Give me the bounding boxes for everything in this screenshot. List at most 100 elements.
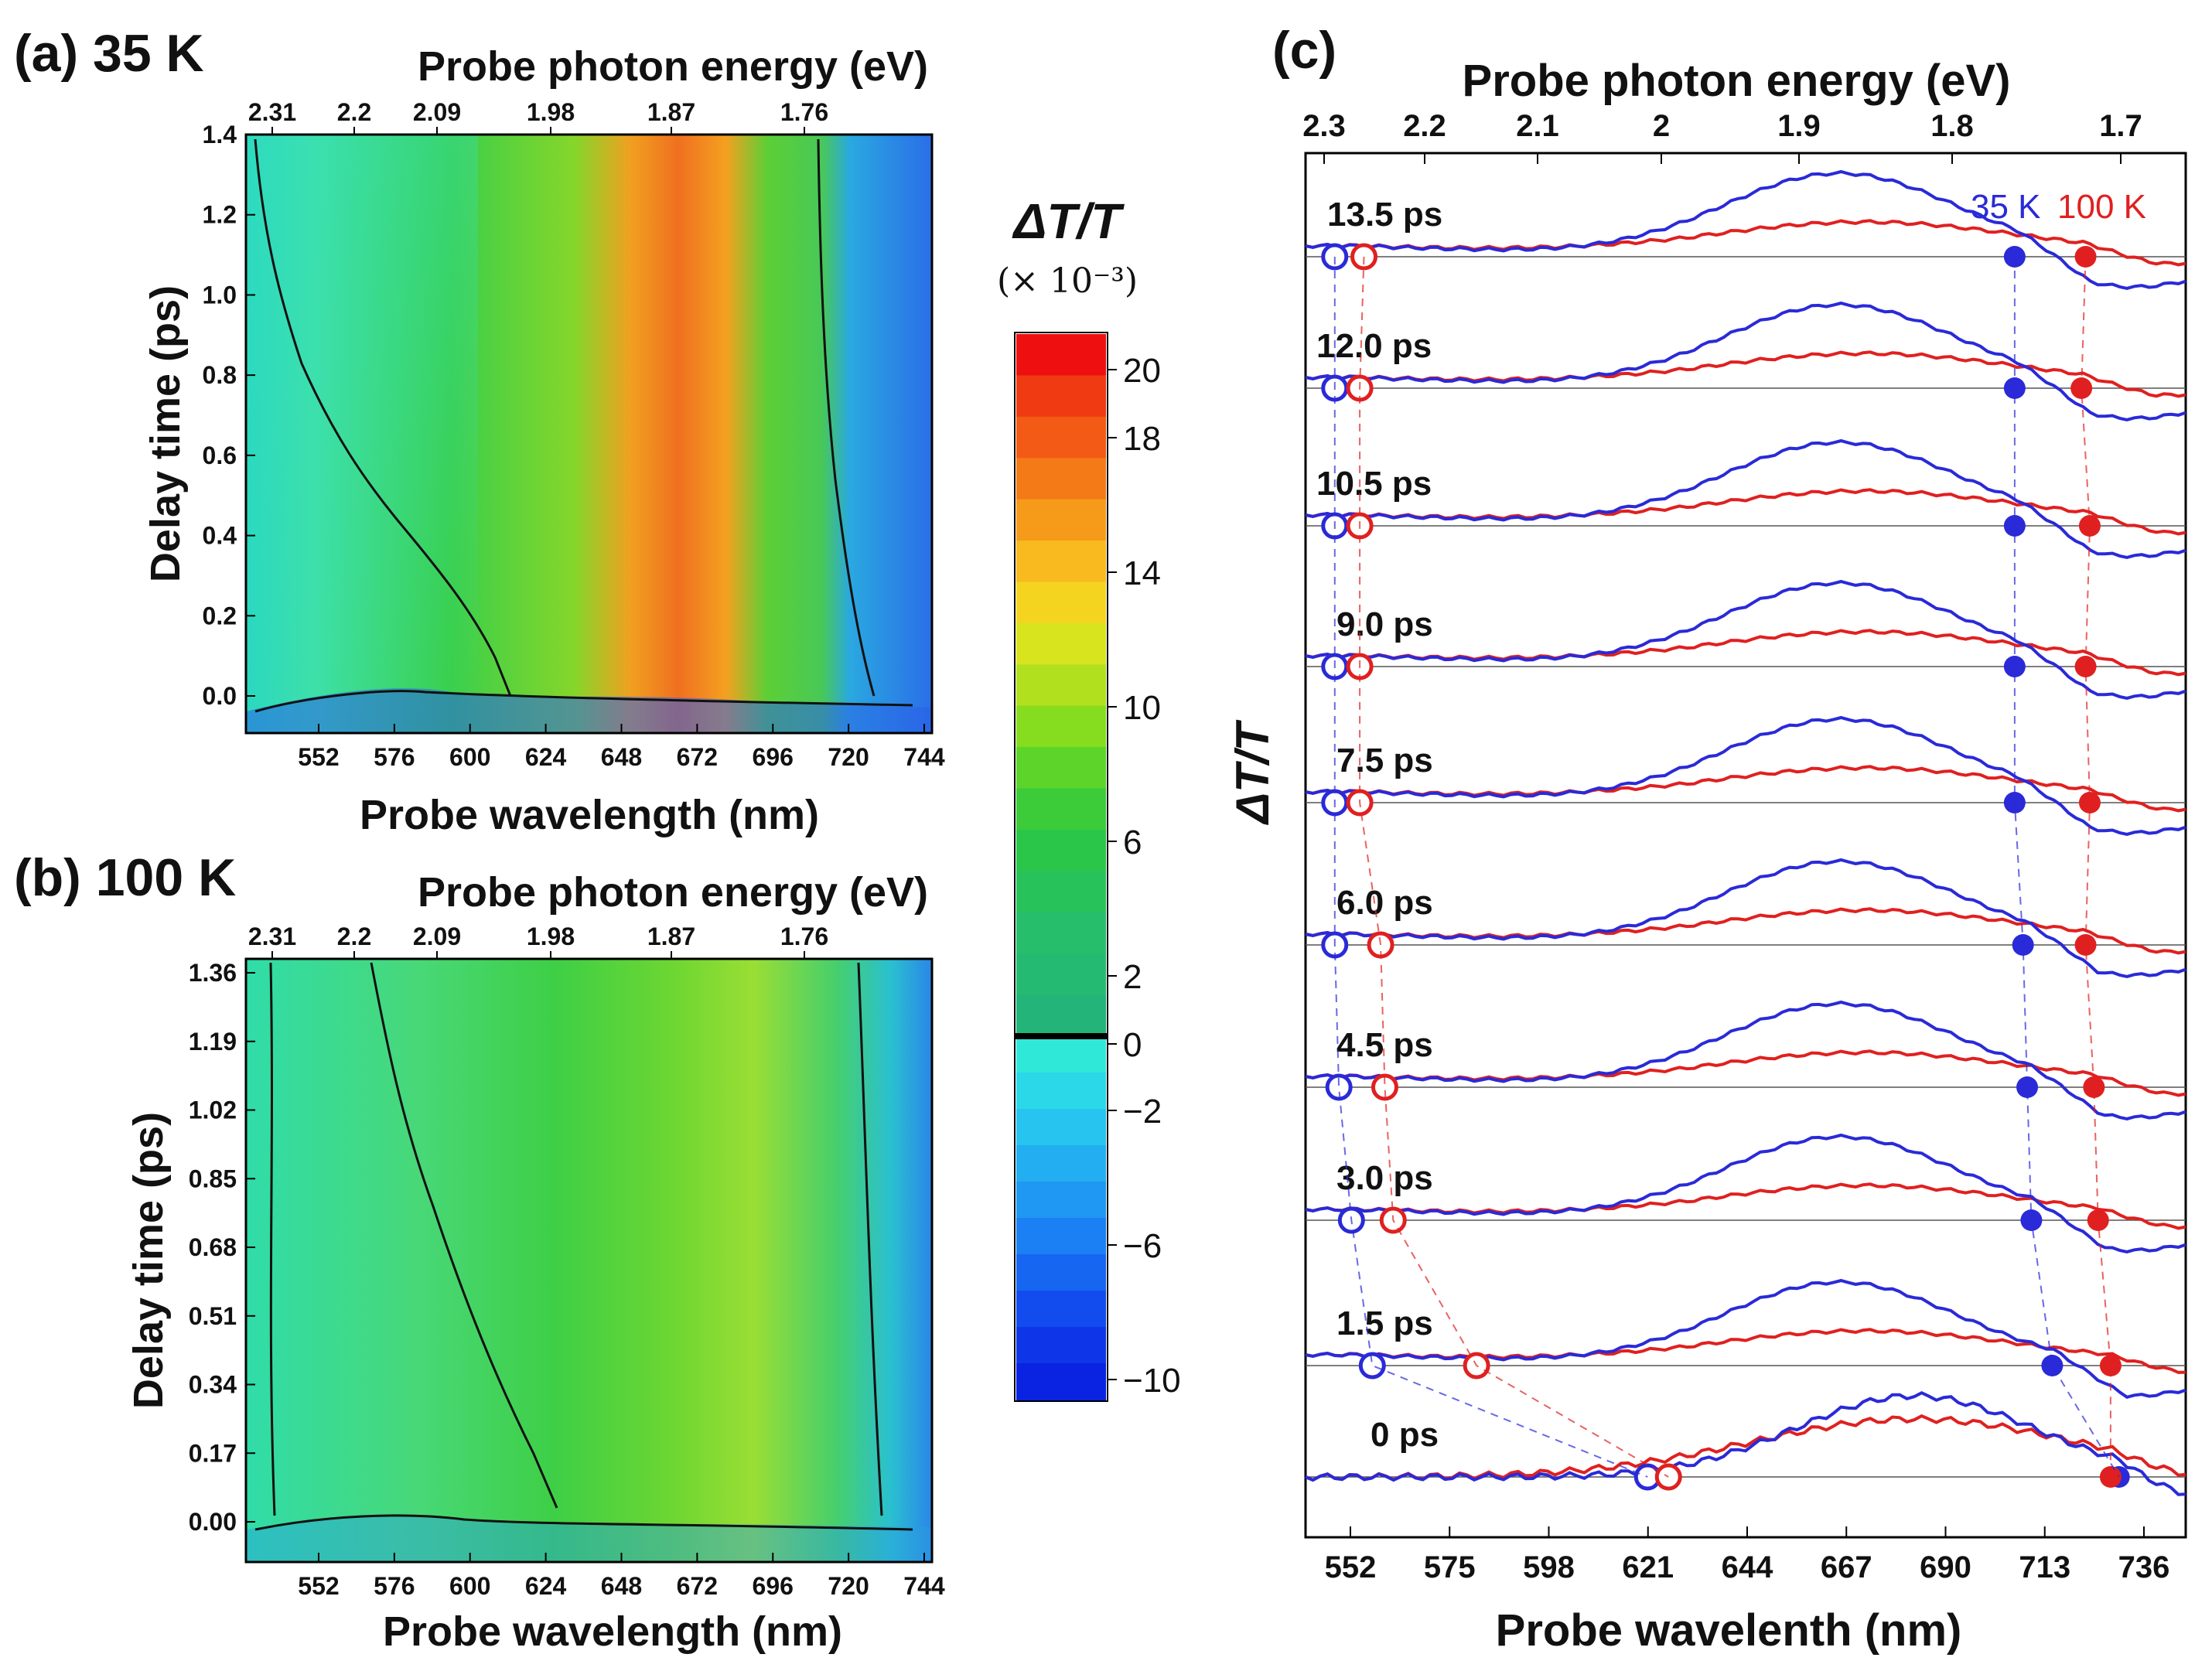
heatmap-b-frame xyxy=(244,957,934,1564)
x-tick-label: 744 xyxy=(903,743,945,771)
legend-100k: 100 K xyxy=(2057,188,2146,226)
marker-35k-long-crossing xyxy=(2016,1076,2039,1098)
colorbar-step xyxy=(1016,1218,1106,1255)
x-tick-label: 648 xyxy=(601,1572,642,1600)
colorbar-step xyxy=(1016,1109,1106,1146)
colorbar-step xyxy=(1016,871,1106,913)
top-tick-label: 2.31 xyxy=(248,923,296,950)
x-tick-label: 552 xyxy=(1325,1550,1377,1584)
panel-b-top-axis-title: Probe photon energy (eV) xyxy=(418,869,928,916)
trace-row: 1.5 ps xyxy=(1305,1278,2186,1399)
top-tick-label: 2.09 xyxy=(413,923,461,950)
trace-row: 13.5 ps xyxy=(1305,169,2186,290)
top-tick-label: 1.9 xyxy=(1777,109,1821,143)
top-tick-label: 2.2 xyxy=(337,98,371,126)
heatmap-a-early-region xyxy=(246,135,478,733)
contour-line-a-early xyxy=(254,690,913,713)
y-tick-label: 1.19 xyxy=(189,1028,237,1056)
top-tick-label: 1.87 xyxy=(647,923,695,950)
trace-35k xyxy=(1305,579,2186,700)
y-tick-label: 0.4 xyxy=(203,522,237,550)
colorbar-step xyxy=(1016,1145,1106,1182)
x-tick-label: 576 xyxy=(374,743,415,771)
colorbar-tick-label: −10 xyxy=(1123,1362,1181,1400)
contour-line-b-early xyxy=(254,1514,913,1531)
trace-delay-label: 9.0 ps xyxy=(1336,605,1433,643)
trace-row: 0 ps xyxy=(1305,1390,2186,1496)
colorbar-step xyxy=(1016,1182,1106,1219)
panel-c-traces: 13.5 ps 12.0 ps 10.5 ps 9.0 ps 7.5 ps 6.0 ps 4… xyxy=(1305,169,2186,1496)
panel-b-label: (b) 100 K xyxy=(14,848,236,907)
top-tick-label: 1.98 xyxy=(527,923,575,950)
colorbar-step xyxy=(1016,1291,1106,1328)
panel-c: (c) Probe photon energy (eV) 2.3 2.2 2.1 2 1… xyxy=(1227,21,2187,1656)
x-tick-label: 624 xyxy=(525,743,567,771)
y-tick-label: 0.00 xyxy=(189,1508,237,1536)
marker-35k-short-crossing xyxy=(1358,1352,1386,1380)
colorbar-tick-label: −6 xyxy=(1123,1227,1162,1265)
marker-35k-long-crossing xyxy=(2041,1355,2064,1376)
trace-delay-label: 1.5 ps xyxy=(1336,1305,1433,1342)
x-tick-label: 696 xyxy=(753,743,794,771)
x-tick-label: 690 xyxy=(1920,1550,1971,1584)
trace-row: 4.5 ps xyxy=(1305,1000,2186,1120)
panel-a-y-ticks: 0.0 0.2 0.4 0.6 0.8 1.0 1.2 1.4 xyxy=(203,121,255,710)
trace-100k xyxy=(1305,350,2186,398)
colorbar-step xyxy=(1016,541,1106,583)
trace-delay-label: 13.5 ps xyxy=(1327,196,1442,234)
panel-a-x-ticks: 552 576 600 624 648 672 696 720 744 xyxy=(298,724,945,771)
trace-delay-label: 7.5 ps xyxy=(1336,742,1433,779)
top-tick-label: 1.7 xyxy=(2099,109,2142,143)
colorbar-tick-label: 10 xyxy=(1123,689,1161,727)
y-tick-label: 0.8 xyxy=(203,361,237,389)
trace-100k xyxy=(1305,765,2186,813)
trace-row: 12.0 ps xyxy=(1305,301,2186,421)
colorbar-zero-line xyxy=(1015,1033,1108,1039)
x-tick-label: 552 xyxy=(298,1572,339,1600)
heatmap-a-frame xyxy=(244,133,934,735)
trace-35k xyxy=(1305,438,2186,559)
x-tick-label: 600 xyxy=(449,1572,490,1600)
trace-35k xyxy=(1305,1133,2186,1253)
trace-100k xyxy=(1305,907,2186,955)
top-tick-label: 1.8 xyxy=(1930,109,1974,143)
colorbar-step xyxy=(1016,416,1106,459)
panel-a-y-label: Delay time (ps) xyxy=(142,285,189,582)
trace-delay-label: 6.0 ps xyxy=(1336,884,1433,922)
x-tick-label: 624 xyxy=(525,1572,567,1600)
colorbar-tick-label: 0 xyxy=(1123,1026,1142,1064)
x-tick-label: 744 xyxy=(903,1572,945,1600)
colorbar-step xyxy=(1016,375,1106,418)
x-tick-label: 648 xyxy=(601,743,642,771)
trace-delay-label: 3.0 ps xyxy=(1336,1159,1433,1197)
colorbar-step xyxy=(1016,1073,1106,1110)
guide-35k-short xyxy=(1333,257,1648,1478)
y-tick-label: 1.02 xyxy=(189,1096,237,1124)
marker-100k-short-crossing xyxy=(1350,243,1378,271)
panel-b-x-ticks: 552 576 600 624 648 672 696 720 744 xyxy=(298,1553,945,1600)
y-tick-label: 0.17 xyxy=(189,1439,237,1467)
colorbar-step xyxy=(1016,747,1106,790)
y-tick-label: 0.51 xyxy=(189,1302,237,1330)
colorbar-tick-label: −2 xyxy=(1123,1093,1162,1131)
heatmap-a-early-negative-band xyxy=(246,688,932,733)
trace-35k xyxy=(1305,301,2186,421)
top-tick-label: 2.3 xyxy=(1302,109,1346,143)
top-tick-label: 2 xyxy=(1653,109,1670,143)
trace-delay-label: 10.5 ps xyxy=(1316,465,1432,503)
panel-c-y-label: ΔT/T xyxy=(1227,720,1278,826)
panel-b-top-ticks: 2.31 2.2 2.09 1.98 1.87 1.76 xyxy=(248,923,828,959)
trace-35k xyxy=(1305,169,2186,290)
trace-35k xyxy=(1305,858,2186,978)
panel-c-top-axis-title: Probe photon energy (eV) xyxy=(1463,56,2011,106)
trace-35k xyxy=(1305,1000,2186,1120)
y-tick-label: 0.0 xyxy=(203,682,237,710)
trace-row: 6.0 ps xyxy=(1305,858,2186,978)
trace-100k xyxy=(1305,488,2186,536)
contour-line-b-right xyxy=(857,962,883,1516)
trace-row: 10.5 ps xyxy=(1305,438,2186,559)
trace-row: 3.0 ps xyxy=(1305,1133,2186,1253)
colorbar-step xyxy=(1016,664,1106,707)
marker-100k-long-crossing xyxy=(2099,1466,2122,1488)
